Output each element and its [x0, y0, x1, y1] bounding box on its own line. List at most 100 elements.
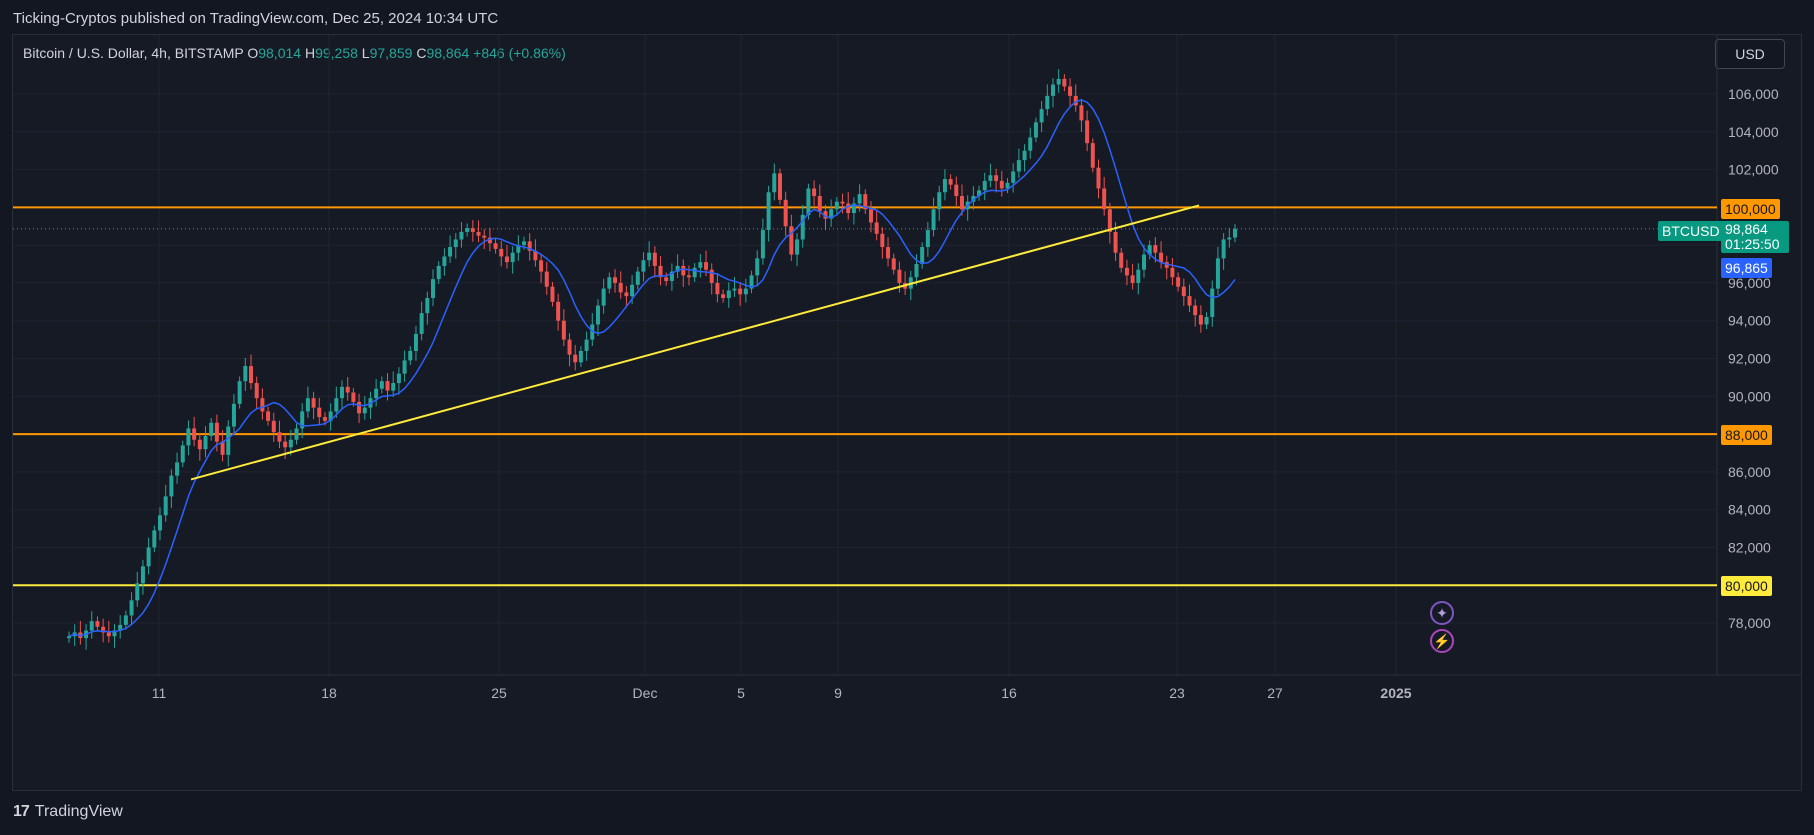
candle-body [328, 411, 333, 421]
candle-countdown: 01:25:50 [1725, 236, 1780, 252]
candle-body [539, 260, 544, 272]
candle-body [897, 269, 902, 283]
candle-body [203, 435, 208, 450]
candle-body [101, 626, 106, 633]
lightning-icon[interactable]: ⚡ [1430, 629, 1454, 653]
candle-body [465, 228, 470, 232]
candle-body [135, 583, 140, 601]
candle-body [89, 621, 94, 631]
candle-body [692, 267, 697, 278]
candle-body [1062, 78, 1067, 87]
candle-body [590, 324, 595, 340]
candle-body [431, 279, 436, 299]
candle-body [459, 231, 464, 240]
candle-body [868, 209, 873, 223]
level-88k-tag: 88,000 [1721, 425, 1772, 445]
time-axis: 11 18 25 Dec 5 9 16 23 27 2025 [152, 685, 1412, 701]
price-chart[interactable]: 106,000 104,000 102,000 96,000 94,000 92,000 9… [13, 35, 1801, 790]
candle-body [448, 247, 453, 257]
candle-body [658, 265, 663, 278]
candle-body [573, 354, 578, 363]
candle-body [442, 256, 447, 266]
candle-body [1016, 160, 1021, 172]
candle-body [817, 196, 822, 212]
high-label: H [304, 45, 316, 61]
candle-body [584, 339, 589, 351]
candle-body [214, 422, 219, 442]
candle-body [317, 407, 322, 418]
candle-body [1090, 143, 1095, 168]
candle-body [351, 392, 356, 402]
time-tick-label: 11 [152, 685, 167, 701]
candle-body [1147, 245, 1152, 255]
close-label: C [416, 45, 427, 61]
candle-body [840, 201, 845, 204]
sparkle-icon[interactable]: ✦ [1430, 601, 1454, 625]
candle-body [1153, 245, 1158, 253]
price-tick-label: 96,000 [1728, 275, 1771, 291]
candle-body [271, 420, 276, 433]
candle-body [806, 188, 811, 215]
candle-body [95, 621, 100, 627]
candle-body [499, 248, 504, 257]
candle-body [1221, 239, 1226, 259]
currency-button[interactable]: USD [1715, 39, 1785, 69]
time-tick-label: 2025 [1380, 685, 1411, 701]
published-info: Ticking-Cryptos published on TradingView… [13, 10, 499, 27]
candle-body [800, 214, 805, 240]
candle-body [942, 179, 947, 193]
candle-body [226, 426, 231, 455]
publish-bar: Ticking-Cryptos published on TradingView… [0, 0, 1814, 34]
candle-body [106, 632, 111, 637]
candle-body [686, 275, 691, 278]
candle-body [1068, 86, 1073, 96]
chart-pane[interactable]: Bitcoin / U.S. Dollar, 4h, BITSTAMP O98,… [12, 34, 1802, 791]
candle-body [169, 475, 174, 497]
candle-body [709, 269, 714, 283]
candle-body [789, 226, 794, 255]
candle-body [231, 403, 236, 427]
candle-body [487, 237, 492, 244]
price-tick-label: 92,000 [1728, 351, 1771, 367]
candle-body [146, 547, 151, 567]
candle-body [493, 243, 498, 249]
candle-body [647, 252, 652, 261]
candle-body [510, 252, 515, 263]
candle-body [948, 179, 953, 185]
candle-body [152, 530, 157, 548]
candle-body [453, 239, 458, 248]
candle-body [209, 422, 214, 436]
level-100k-tag: 100,000 [1721, 199, 1780, 219]
candle-body [1141, 254, 1146, 270]
tradingview-logo[interactable]: 17 TradingView [13, 803, 123, 821]
candle-body [305, 398, 310, 412]
symbol-legend: Bitcoin / U.S. Dollar, 4h, BITSTAMP O98,… [23, 45, 566, 61]
ma-value-tag: 96,865 [1721, 258, 1772, 278]
candle-body [294, 428, 299, 440]
candle-body [322, 417, 327, 421]
last-price-tag: 98,864 01:25:50 [1721, 221, 1789, 253]
candle-body [772, 173, 777, 193]
candle-body [766, 192, 771, 231]
candle-body [550, 286, 555, 302]
candle-body [192, 428, 197, 440]
candle-body [544, 271, 549, 287]
candle-body [112, 630, 117, 637]
candle-body [1028, 137, 1033, 151]
brand-name: TradingView [34, 803, 123, 820]
candle-body [886, 247, 891, 259]
candle-body [425, 298, 430, 314]
candle-body [516, 245, 521, 253]
candle-body [652, 252, 657, 266]
candle-body [1215, 258, 1220, 289]
candle-body [1102, 188, 1107, 210]
candle-body [180, 445, 185, 463]
candle-body [249, 366, 254, 384]
candle-body [959, 196, 964, 210]
price-tick-label: 82,000 [1728, 539, 1771, 555]
candle-body [749, 275, 754, 289]
candle-body [755, 258, 760, 276]
candle-body [994, 175, 999, 181]
candle-body [988, 175, 993, 181]
candle-body [578, 350, 583, 363]
